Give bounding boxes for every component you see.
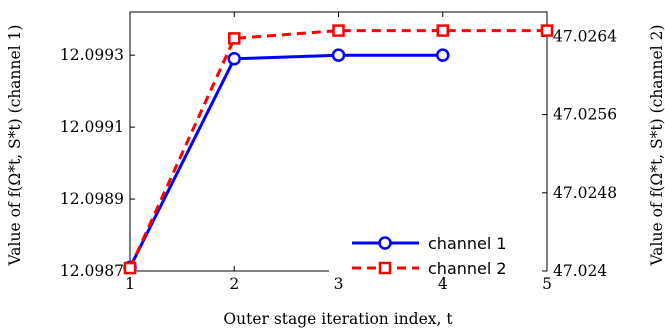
- legend-marker-channel-1: [378, 236, 392, 250]
- data-point-channel-1: [227, 52, 241, 66]
- x-axis-label: Outer stage iteration index, t: [223, 310, 453, 328]
- data-point-channel-2: [228, 32, 241, 45]
- x-tick-label: 1: [125, 275, 135, 293]
- y-axis-label-left: Value of f(Ω*t, S*t) (channel 1): [6, 25, 24, 267]
- x-tick-label: 5: [542, 275, 552, 293]
- y-tick-label-right: 47.024: [553, 262, 607, 280]
- legend: channel 1 channel 2: [329, 227, 542, 278]
- legend-label-channel-1: channel 1: [428, 234, 507, 253]
- data-point-channel-1: [331, 48, 346, 62]
- y-tick-label-left: 12.0993: [60, 46, 124, 64]
- data-point-channel-1: [436, 48, 450, 62]
- legend-label-channel-2: channel 2: [428, 259, 507, 278]
- y-axis-label-right: Value of f(Ω*t, S*t) (channel 2): [648, 25, 665, 267]
- y-tick-label-right: 47.0264: [553, 27, 617, 45]
- y-tick-label-left: 12.0989: [60, 190, 124, 208]
- legend-box: [329, 227, 542, 275]
- y-tick-label-left: 12.0987: [60, 262, 124, 280]
- series-line-channel-2: [128, 29, 547, 269]
- y-tick-label-left: 12.0991: [60, 118, 124, 136]
- data-point-channel-2: [123, 261, 137, 275]
- x-tick-label: 2: [229, 275, 239, 293]
- x-tick-label: 4: [438, 275, 448, 293]
- data-point-channel-2: [436, 24, 449, 37]
- data-point-channel-2: [332, 24, 345, 37]
- x-tick-label: 3: [334, 275, 344, 293]
- series-line-channel-1: [128, 53, 443, 269]
- legend-marker-channel-2: [378, 261, 392, 275]
- y-tick-label-right: 47.0248: [553, 184, 617, 202]
- y-tick-label-right: 47.0256: [553, 106, 617, 124]
- data-point-channel-2: [540, 24, 554, 37]
